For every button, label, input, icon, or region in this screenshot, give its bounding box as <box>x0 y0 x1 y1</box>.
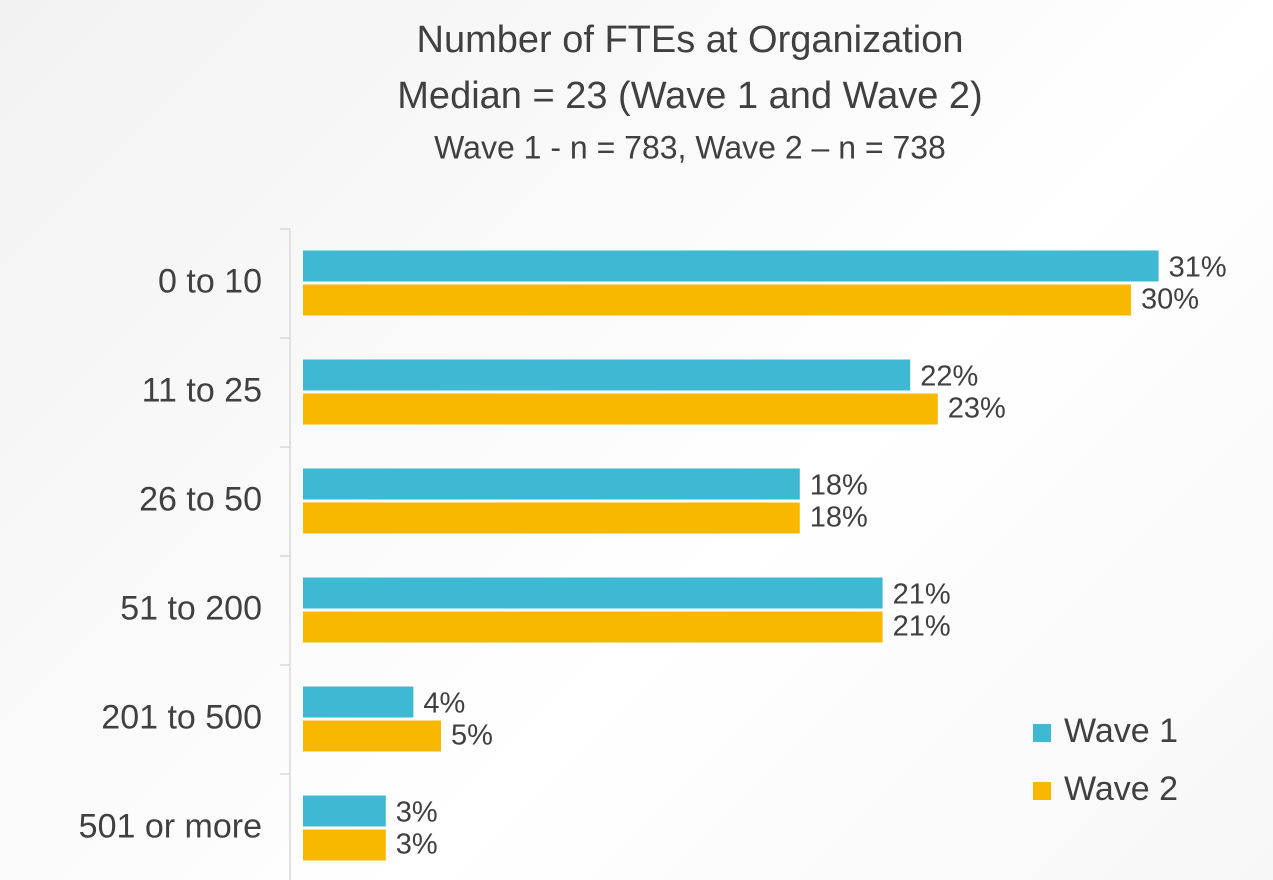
bar <box>303 829 386 861</box>
legend-swatch <box>1033 782 1051 800</box>
bar <box>303 686 414 718</box>
data-label: 21% <box>893 579 951 611</box>
data-label: 22% <box>920 361 978 393</box>
legend-swatch <box>1033 724 1051 742</box>
data-label: 23% <box>948 393 1006 425</box>
y-tick-label: 11 to 25 <box>142 371 262 409</box>
bar <box>303 468 800 500</box>
y-tick-label: 201 to 500 <box>101 698 262 736</box>
bar <box>303 393 938 425</box>
chart-subtitle: Wave 1 - n = 783, Wave 2 – n = 738 <box>434 129 946 165</box>
data-label: 31% <box>1169 252 1227 284</box>
bar <box>303 611 883 643</box>
y-tick-label: 501 or more <box>79 807 262 845</box>
bar <box>303 720 441 752</box>
bar <box>303 250 1159 282</box>
bar <box>303 502 800 534</box>
y-tick-label: 0 to 10 <box>158 262 262 300</box>
legend-label: Wave 1 <box>1064 712 1178 750</box>
data-label: 4% <box>423 688 465 720</box>
chart-subtitle: Median = 23 (Wave 1 and Wave 2) <box>397 75 982 117</box>
data-label: 21% <box>893 611 951 643</box>
data-label: 18% <box>810 470 868 502</box>
data-label: 5% <box>451 720 493 752</box>
bar <box>303 284 1131 316</box>
bar <box>303 359 911 391</box>
data-label: 30% <box>1141 284 1199 316</box>
bar <box>303 795 386 827</box>
y-tick-label: 51 to 200 <box>120 589 262 627</box>
data-label: 3% <box>396 829 438 861</box>
data-label: 3% <box>396 797 438 829</box>
data-label: 18% <box>810 502 868 534</box>
y-tick-label: 26 to 50 <box>139 480 262 518</box>
chart-title: Number of FTEs at Organization <box>417 19 964 61</box>
legend-label: Wave 2 <box>1064 770 1178 808</box>
bar <box>303 577 883 609</box>
